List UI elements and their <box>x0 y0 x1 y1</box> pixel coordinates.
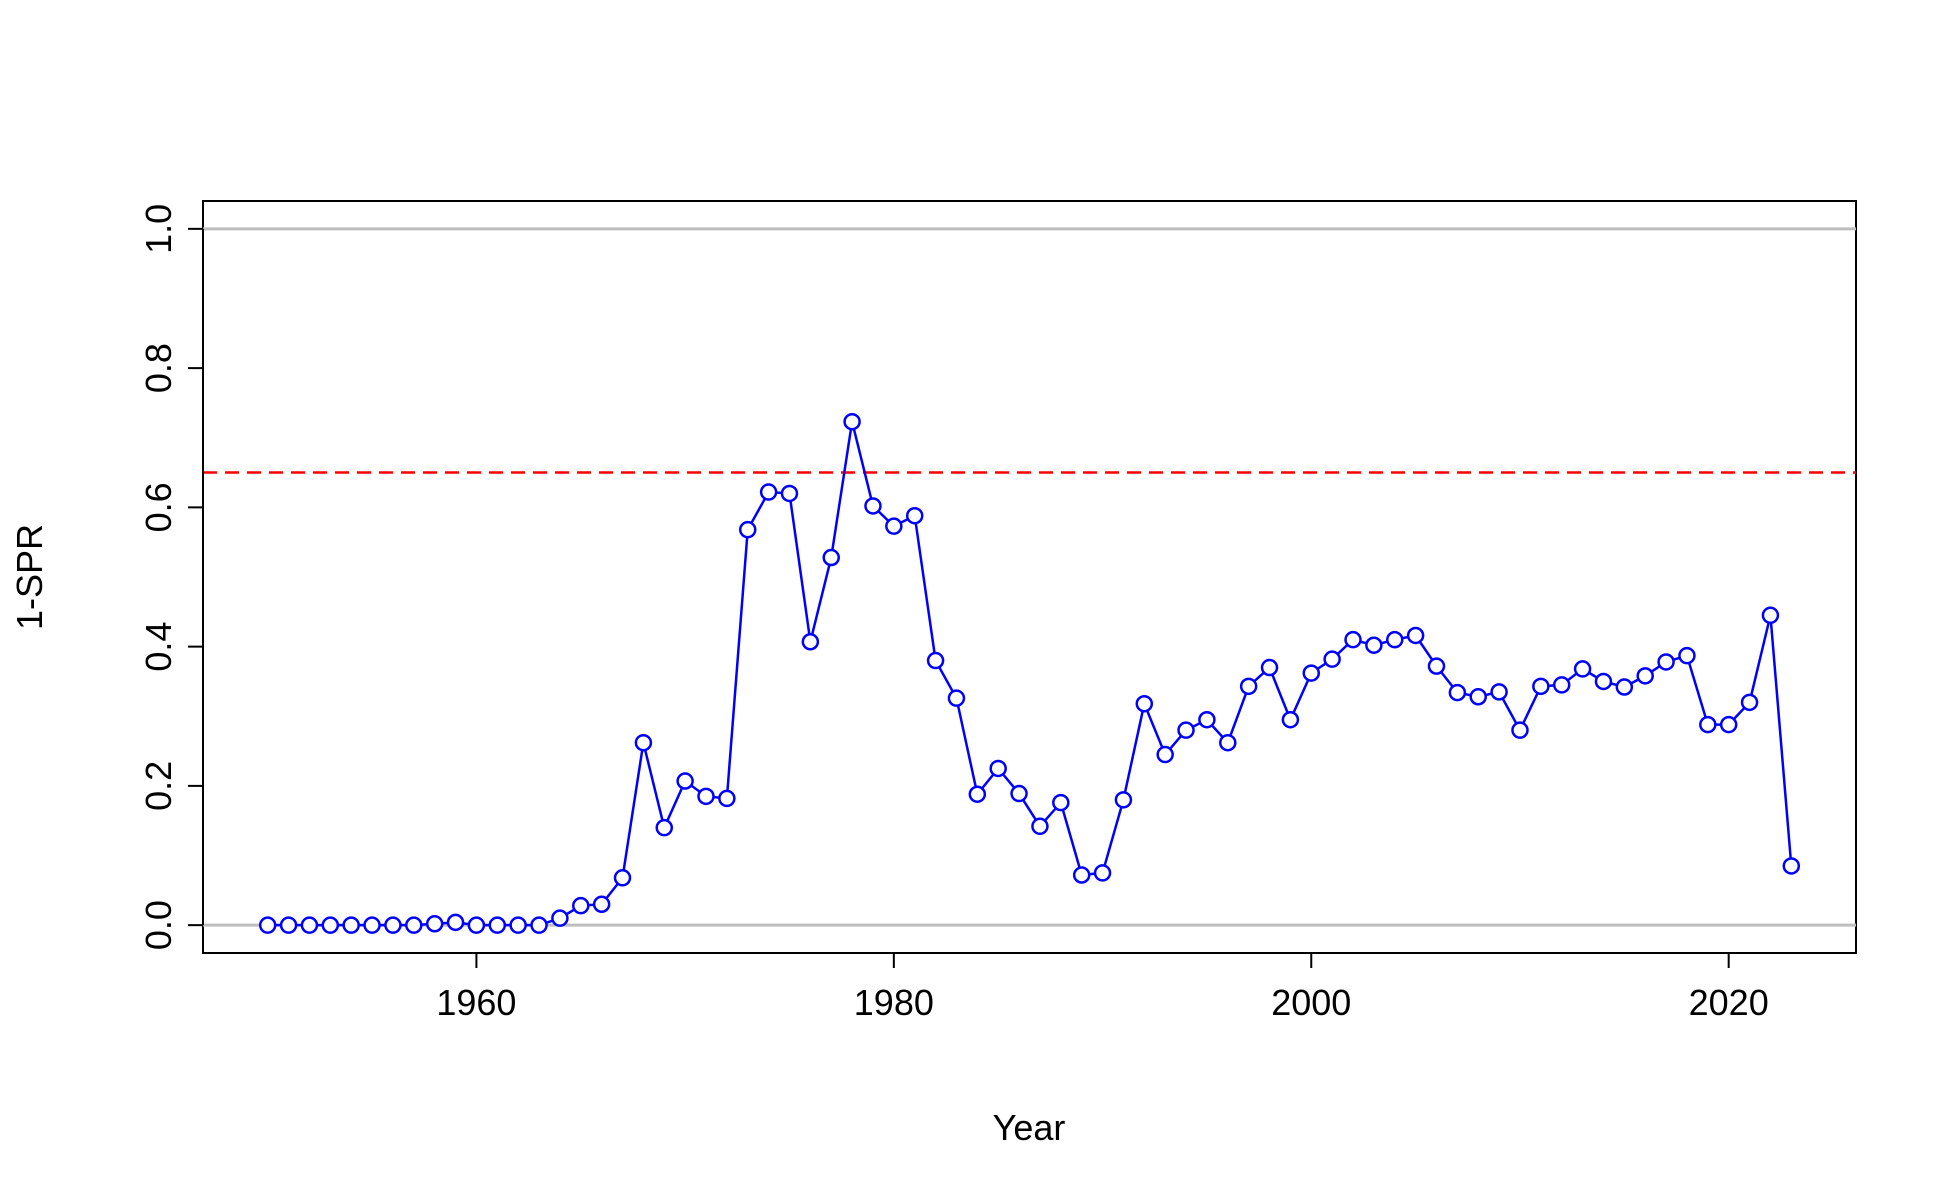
data-point-1967 <box>613 869 632 887</box>
data-point-1983 <box>947 689 966 707</box>
data-point-2001 <box>1323 650 1341 668</box>
data-point-2005 <box>1406 626 1425 645</box>
data-point-1977 <box>822 548 840 567</box>
data-point-2010 <box>1511 721 1529 739</box>
data-point-1990 <box>1093 864 1112 882</box>
data-point-1963 <box>530 916 548 934</box>
data-point-1950 <box>258 916 277 934</box>
data-point-1980 <box>885 517 903 535</box>
data-point-2002 <box>1344 630 1362 649</box>
data-point-2003 <box>1365 636 1383 654</box>
data-point-1985 <box>989 759 1007 778</box>
data-point-1964 <box>551 909 569 927</box>
data-point-2019 <box>1699 715 1717 734</box>
y-tick-label-0: 0.0 <box>138 900 179 950</box>
data-point-1970 <box>676 772 694 790</box>
data-point-1989 <box>1072 866 1091 884</box>
data-point-1994 <box>1177 721 1195 739</box>
data-point-2023 <box>1782 857 1801 875</box>
data-point-1959 <box>446 913 465 932</box>
data-point-2013 <box>1573 660 1592 678</box>
data-point-1961 <box>488 916 507 934</box>
data-point-1997 <box>1239 677 1258 696</box>
y-axis: 0.0 0.2 0.4 0.6 0.8 1.0 <box>138 204 204 950</box>
data-point-2018 <box>1678 646 1696 665</box>
data-point-1954 <box>342 916 360 934</box>
y-tick-label-3: 0.6 <box>138 482 179 532</box>
x-axis: 1960 1980 2000 2020 <box>436 952 1769 1023</box>
data-point-2008 <box>1469 688 1487 706</box>
data-point-1972 <box>718 789 736 808</box>
data-point-2000 <box>1302 664 1321 682</box>
data-point-1978 <box>843 412 861 431</box>
data-point-1962 <box>509 916 527 934</box>
data-point-1960 <box>467 916 486 934</box>
data-point-2021 <box>1740 693 1759 712</box>
data-point-2017 <box>1657 653 1675 671</box>
x-tick-label-1980: 1980 <box>854 982 934 1023</box>
data-point-1966 <box>592 895 611 914</box>
data-point-1995 <box>1198 710 1216 729</box>
data-point-1958 <box>425 915 444 933</box>
data-point-1973 <box>738 520 757 539</box>
data-point-2004 <box>1385 630 1404 649</box>
data-point-1993 <box>1156 745 1174 764</box>
data-point-2012 <box>1552 676 1571 694</box>
data-point-1971 <box>697 787 715 806</box>
data-point-1992 <box>1135 694 1154 713</box>
data-point-2009 <box>1490 683 1508 701</box>
data-point-1981 <box>905 506 924 525</box>
data-point-2011 <box>1532 677 1550 696</box>
reference-lines <box>203 227 1856 927</box>
data-point-1975 <box>780 484 799 503</box>
y-tick-label-1: 0.2 <box>138 761 179 811</box>
y-axis-label: 1-SPR <box>9 524 50 630</box>
data-point-2014 <box>1594 672 1613 691</box>
data-point-1984 <box>968 785 987 803</box>
x-tick-label-2000: 2000 <box>1271 982 1351 1023</box>
data-point-1979 <box>864 497 882 515</box>
data-point-1952 <box>300 916 319 934</box>
data-point-1998 <box>1260 658 1279 677</box>
data-point-1956 <box>384 916 402 934</box>
y-tick-label-2: 0.4 <box>138 622 179 672</box>
data-point-1987 <box>1031 817 1049 836</box>
data-point-2016 <box>1636 667 1654 685</box>
series-line-0 <box>267 421 1793 927</box>
y-tick-label-5: 1.0 <box>138 204 179 254</box>
data-point-1974 <box>759 483 778 501</box>
data-point-1991 <box>1114 791 1133 809</box>
data-point-1968 <box>634 733 653 752</box>
x-tick-label-1960: 1960 <box>436 982 516 1023</box>
data-point-2007 <box>1448 683 1467 702</box>
data-point-1969 <box>655 818 674 837</box>
data-point-1996 <box>1219 733 1237 752</box>
data-point-1953 <box>321 916 340 934</box>
data-point-1957 <box>405 916 423 934</box>
data-point-2020 <box>1719 715 1738 734</box>
plot-box <box>202 200 1857 954</box>
x-tick-label-2020: 2020 <box>1689 982 1769 1023</box>
data-point-2015 <box>1615 678 1634 696</box>
data-point-2022 <box>1761 606 1780 625</box>
data-point-1986 <box>1010 784 1028 803</box>
data-point-1951 <box>279 916 298 934</box>
data-point-1982 <box>926 651 945 670</box>
data-point-1965 <box>572 896 590 915</box>
data-point-1976 <box>801 633 820 651</box>
y-tick-label-4: 0.8 <box>138 343 179 393</box>
x-axis-label: Year <box>993 1107 1066 1148</box>
data-point-1988 <box>1052 793 1070 812</box>
series-layer <box>258 412 1801 934</box>
data-point-2006 <box>1427 657 1446 675</box>
data-point-1999 <box>1281 710 1300 729</box>
data-point-1955 <box>363 916 381 934</box>
